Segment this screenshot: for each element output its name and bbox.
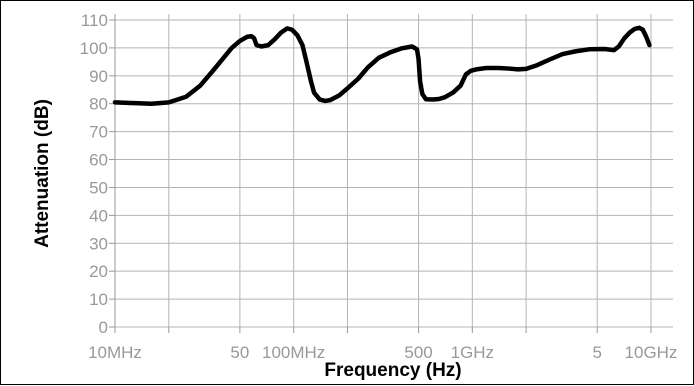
x-tick-label: 10GHz	[625, 343, 678, 362]
x-tick-label: 500	[404, 343, 432, 362]
y-tick-label: 80	[89, 95, 108, 114]
y-tick-label: 30	[89, 234, 108, 253]
x-tick-label: 5	[592, 343, 601, 362]
y-tick-label: 90	[89, 67, 108, 86]
grid-layer	[109, 14, 673, 333]
series-line	[112, 25, 652, 106]
x-tick-label: 10MHz	[88, 343, 142, 362]
y-axis-label: Attenuation (dB)	[32, 99, 53, 248]
y-tick-label: 100	[80, 39, 108, 58]
x-tick-label: 1GHz	[451, 343, 494, 362]
tick-label-layer: 0 10 20 30 40 50 60 70 80 90 100 110 10MHz 50 100MHz 50…	[80, 11, 678, 362]
y-tick-label: 110	[81, 11, 108, 30]
y-tick-label: 70	[89, 123, 108, 142]
series-layer	[112, 25, 652, 106]
y-tick-label: 60	[89, 151, 108, 170]
y-tick-label: 40	[89, 206, 108, 225]
x-tick-label: 50	[230, 343, 249, 362]
y-tick-label: 0	[99, 318, 108, 337]
y-tick-label: 10	[89, 290, 108, 309]
x-axis-label: Frequency (Hz)	[324, 360, 461, 381]
x-tick-label: 100MHz	[262, 343, 325, 362]
y-tick-label: 50	[89, 178, 108, 197]
y-tick-label: 20	[89, 262, 108, 281]
